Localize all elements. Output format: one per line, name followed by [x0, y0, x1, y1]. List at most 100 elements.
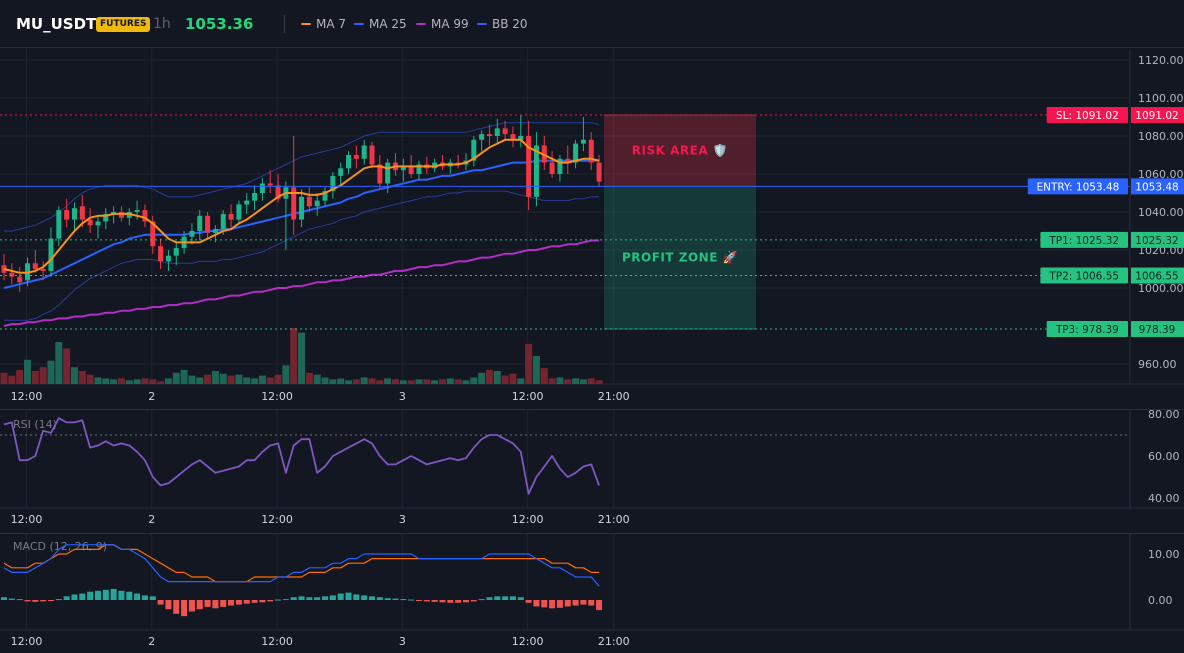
macd-histogram-bar [408, 599, 415, 601]
candle-body [596, 162, 602, 182]
macd-histogram-bar [541, 600, 548, 608]
macd-histogram-bar [204, 600, 211, 607]
macd-histogram-bar [369, 596, 376, 600]
macd-histogram-bar [94, 590, 101, 600]
volume-bar [532, 356, 540, 384]
macd-tick-label: 10.00 [1148, 548, 1180, 561]
volume-bar [47, 360, 55, 384]
legend-ma7[interactable]: MA 7 [301, 0, 346, 48]
ma99-line [3, 239, 600, 327]
macd-histogram-bar [8, 598, 15, 600]
volume-bar [305, 372, 313, 384]
legend-ma25[interactable]: MA 25 [354, 0, 407, 48]
macd-histogram-bar [181, 600, 188, 617]
level-axis-text: 1006.55 [1135, 271, 1178, 283]
candle-body [486, 134, 492, 136]
volume-bar [157, 381, 165, 384]
level-axis-box [1131, 267, 1184, 284]
volume-bar [149, 379, 157, 384]
candle-body [314, 200, 320, 207]
macd-histogram-bar [509, 596, 516, 600]
macd-histogram-bar [376, 597, 383, 600]
volume-bar [94, 377, 102, 384]
macd-histogram-bar [63, 596, 70, 600]
time-axis-label: 2 [148, 635, 155, 648]
volume-bar [415, 379, 423, 384]
candle-body [259, 183, 265, 193]
volume-bar [211, 370, 219, 384]
macd-histogram-bar [502, 596, 509, 600]
candle-body [494, 128, 500, 136]
rsi-tick-label: 80.00 [1148, 408, 1180, 421]
volume-bar [110, 379, 118, 384]
volume-bar [219, 373, 227, 384]
macd-signal-line [3, 544, 600, 583]
macd-histogram-bar [47, 600, 54, 601]
time-axis-label: 3 [399, 635, 406, 648]
macd-histogram-bar [16, 599, 23, 601]
legend-ma99[interactable]: MA 99 [416, 0, 469, 48]
macd-tick-label: 0.00 [1148, 594, 1173, 607]
macd-histogram-bar [126, 591, 133, 600]
volume-bar [63, 348, 71, 384]
candle-body [17, 276, 23, 283]
volume-bar [360, 377, 368, 384]
candle-body [361, 145, 367, 159]
volume-bar [509, 373, 517, 384]
candle-body [64, 210, 70, 220]
macd-histogram-bar [290, 597, 297, 600]
time-axis-label: 12:00 [261, 513, 293, 526]
macd-histogram-bar [173, 600, 180, 614]
level-label-text: SL: 1091.02 [1056, 110, 1119, 122]
macd-histogram-bar [212, 600, 219, 609]
candle-body [267, 183, 273, 186]
time-axis-label: 12:00 [261, 635, 293, 648]
candle-body [299, 196, 305, 220]
interval-selector[interactable]: 1h [153, 16, 171, 32]
macd-histogram-bar [337, 593, 344, 600]
candle-body [400, 166, 406, 171]
candle-body [95, 221, 101, 226]
macd-histogram-bar [141, 595, 148, 600]
volume-bar [337, 378, 345, 384]
volume-bar [188, 375, 196, 384]
macd-histogram-bar [87, 591, 94, 600]
candle-body [338, 168, 344, 176]
chart-header: MU_USDT FUTURES 1h 1053.36 MA 7 MA 25 MA… [0, 0, 1184, 48]
legend-bb20-swatch [477, 23, 487, 25]
candle-body [557, 158, 563, 174]
level-axis-box [1131, 107, 1184, 124]
macd-histogram-bar [322, 596, 329, 600]
candle-body [416, 164, 422, 174]
rsi-tick-label: 40.00 [1148, 492, 1180, 505]
candle-body [471, 139, 477, 161]
macd-histogram-bar [455, 600, 462, 603]
candle-body [150, 221, 156, 247]
volume-bar [485, 370, 493, 384]
volume-bar [407, 380, 415, 384]
volume-bar [595, 380, 603, 384]
macd-histogram-bar [353, 594, 360, 600]
candle-body [197, 215, 203, 231]
macd-histogram-bar [588, 600, 595, 606]
candle-body [306, 196, 312, 207]
level-axis-box [1131, 178, 1184, 195]
macd-histogram-bar [228, 600, 235, 606]
macd-histogram-bar [525, 600, 532, 603]
symbol-name[interactable]: MU_USDT [16, 15, 97, 33]
macd-histogram-bar [188, 600, 195, 612]
legend-bb20[interactable]: BB 20 [477, 0, 528, 48]
volume-bar [16, 370, 24, 384]
volume-bar [258, 375, 266, 384]
profit-zone [604, 186, 756, 330]
candle-body [56, 210, 62, 239]
macd-histogram-bar [102, 589, 109, 600]
candle-body [588, 139, 594, 163]
volume-bar [39, 367, 47, 384]
volume-bar [164, 378, 172, 384]
macd-histogram-bar [165, 600, 172, 610]
volume-bar [235, 374, 243, 384]
macd-histogram-bar [556, 600, 563, 608]
